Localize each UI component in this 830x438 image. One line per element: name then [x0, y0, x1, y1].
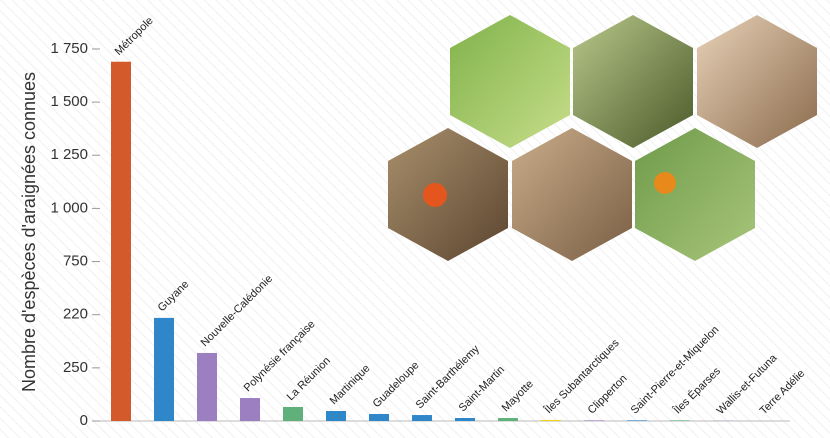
- bar: [541, 420, 561, 421]
- bar: [412, 415, 432, 421]
- bar: [283, 407, 303, 421]
- bar: [326, 411, 346, 421]
- photo-detail: [423, 183, 447, 207]
- y-tick-label: 220: [63, 306, 88, 323]
- y-tick-label: 1 250: [50, 146, 88, 163]
- y-tick-label: 1 750: [50, 40, 88, 57]
- bar: [154, 318, 174, 421]
- bar: [455, 418, 475, 421]
- chart: Nombre d'espèces d'araignées connues 0 25…: [0, 0, 830, 438]
- y-tick-label: 1 000: [50, 199, 88, 216]
- y-tick-label: 250: [63, 359, 88, 376]
- bar: [197, 353, 217, 421]
- bar: [584, 420, 604, 421]
- bar: [111, 62, 131, 421]
- y-tick-label: 1 500: [50, 93, 88, 110]
- y-tick-label: 0: [80, 412, 88, 429]
- bar: [670, 420, 690, 421]
- y-tick-label: 750: [63, 253, 88, 270]
- photo-detail: [654, 172, 676, 194]
- y-axis-title: Nombre d'espèces d'araignées connues: [19, 72, 39, 392]
- bar: [240, 398, 260, 421]
- bar: [369, 414, 389, 421]
- bar: [498, 418, 518, 421]
- bar: [627, 420, 647, 421]
